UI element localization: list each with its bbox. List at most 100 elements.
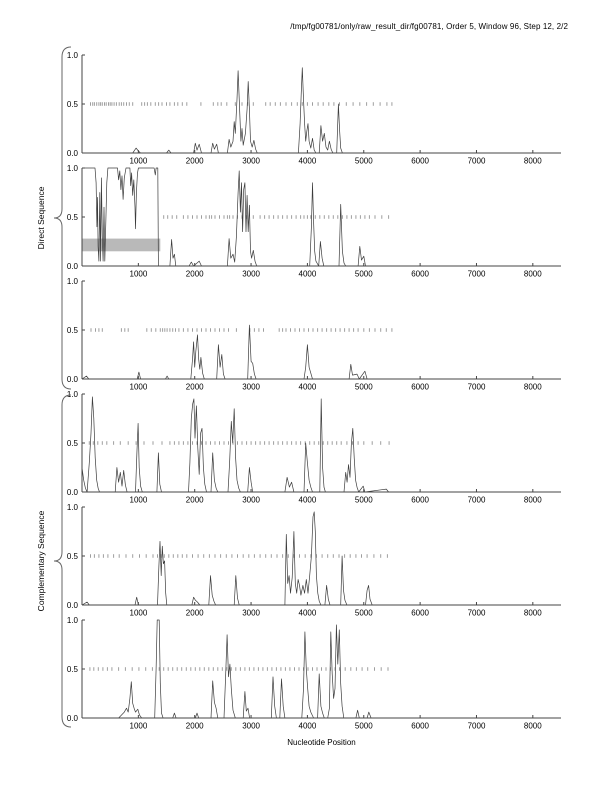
x-axis: 1000 2000 3000 4000 5000 6000 7000 8000 [130,489,542,505]
axes [81,281,561,380]
x-tick-label: 1000 [130,157,148,166]
y-tick-label: 1.0 [67,390,79,399]
x-tick-label: 8000 [524,383,542,392]
y-axis: 0.0 0.5 1.0 [67,503,85,610]
x-tick-label: 4000 [299,157,317,166]
y-tick-label: 0.0 [67,601,79,610]
y-axis: 0.0 0.5 1.0 [67,616,85,723]
x-tick-label: 6000 [411,383,429,392]
x-tick-label: 2000 [186,722,204,731]
x-tick-label: 7000 [468,609,486,618]
x-tick-label: 3000 [242,496,260,505]
y-tick-label: 0.0 [67,488,79,497]
x-tick-label: 4000 [299,383,317,392]
x-tick-label: 3000 [242,609,260,618]
subplot-direct-2: 0.0 0.5 1.0 1000 2000 3000 4000 5000 6000 7000 800… [67,164,561,279]
x-tick-label: 5000 [355,722,373,731]
axes [81,507,561,606]
subplot-direct-3: 0.0 0.5 1.0 1000 2000 3000 4000 5000 6000 7000 800… [67,277,561,392]
x-tick-label: 3000 [242,722,260,731]
x-tick-label: 2000 [186,496,204,505]
y-tick-label: 0.5 [67,100,79,109]
y-tick-label: 0.5 [67,665,79,674]
x-tick-label: 1000 [130,609,148,618]
x-tick-label: 8000 [524,270,542,279]
x-tick-label: 4000 [299,722,317,731]
x-tick-label: 6000 [411,157,429,166]
y-tick-label: 0.5 [67,213,79,222]
axes [81,55,561,154]
y-tick-label: 0.0 [67,375,79,384]
y-tick-label: 0.0 [67,262,79,271]
x-tick-label: 4000 [299,609,317,618]
y-tick-label: 0.5 [67,326,79,335]
x-tick-label: 5000 [355,157,373,166]
direct-group-brace [53,46,72,390]
subplot-complementary-1: 0.0 0.5 1.0 1000 2000 3000 4000 5000 6000 7000 800… [67,390,561,505]
x-tick-label: 1000 [130,383,148,392]
threshold-markers [90,102,393,106]
x-tick-label: 8000 [524,157,542,166]
subplot-complementary-3: 0.0 0.5 1.0 1000 2000 3000 4000 5000 6000 7000 800… [67,616,561,731]
x-axis-title: Nucleotide Position [287,738,356,747]
x-tick-label: 6000 [411,722,429,731]
x-tick-label: 2000 [186,270,204,279]
x-tick-label: 6000 [411,609,429,618]
y-tick-label: 1.0 [67,503,79,512]
y-tick-label: 0.0 [67,149,79,158]
x-axis: 1000 2000 3000 4000 5000 6000 7000 8000 [130,376,542,392]
x-tick-label: 3000 [242,270,260,279]
x-tick-label: 5000 [355,609,373,618]
x-tick-label: 1000 [130,270,148,279]
y-tick-label: 1.0 [67,616,79,625]
threshold-markers [163,215,390,219]
y-tick-label: 0.5 [67,552,79,561]
complementary-group-brace [53,394,72,728]
x-tick-label: 7000 [468,383,486,392]
y-axis: 0.0 0.5 1.0 [67,164,85,271]
x-tick-label: 7000 [468,270,486,279]
x-tick-label: 8000 [524,722,542,731]
subplot-direct-1: 0.0 0.5 1.0 1000 2000 3000 4000 5000 6000 7000 800… [67,51,561,166]
x-tick-label: 7000 [468,496,486,505]
x-axis: 1000 2000 3000 4000 5000 6000 7000 8000 [130,715,542,731]
x-tick-label: 5000 [355,270,373,279]
x-tick-label: 3000 [242,383,260,392]
x-tick-label: 4000 [299,496,317,505]
x-tick-label: 6000 [411,270,429,279]
x-tick-label: 5000 [355,496,373,505]
x-tick-label: 2000 [186,609,204,618]
x-tick-label: 5000 [355,383,373,392]
x-tick-label: 1000 [130,496,148,505]
x-tick-label: 8000 [524,496,542,505]
x-tick-label: 2000 [186,157,204,166]
x-tick-label: 4000 [299,270,317,279]
plot-title: /tmp/fg00781/only/raw_result_dir/fg00781… [290,22,568,31]
signal-line [81,511,561,606]
threshold-markers [88,441,390,445]
x-axis: 1000 2000 3000 4000 5000 6000 7000 8000 [130,602,542,618]
signal-line [81,396,561,493]
x-tick-label: 3000 [242,157,260,166]
y-tick-label: 1.0 [67,51,79,60]
y-axis: 0.0 0.5 1.0 [67,277,85,384]
x-axis: 1000 2000 3000 4000 5000 6000 7000 8000 [130,263,542,279]
signal-line [81,324,561,380]
y-tick-label: 1.0 [67,277,79,286]
x-tick-label: 7000 [468,157,486,166]
x-axis: 1000 2000 3000 4000 5000 6000 7000 8000 [130,150,542,166]
x-tick-label: 2000 [186,383,204,392]
signal-line [82,67,561,154]
subplot-complementary-2: 0.0 0.5 1.0 1000 2000 3000 4000 5000 6000 7000 800… [67,503,561,618]
x-tick-label: 8000 [524,609,542,618]
threshold-markers [89,667,389,671]
x-tick-label: 6000 [411,496,429,505]
x-tick-label: 1000 [130,722,148,731]
signal-line [82,167,561,267]
threshold-markers [90,554,388,558]
y-axis: 0.0 0.5 1.0 [67,51,85,158]
highlight-region [82,238,161,252]
y-axis: 0.0 0.5 1.0 [67,390,85,497]
